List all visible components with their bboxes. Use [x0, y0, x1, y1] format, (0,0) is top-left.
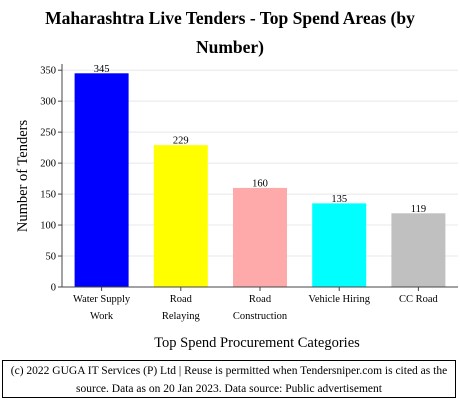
x-tick-label: CC Road	[399, 294, 439, 305]
x-tick-label: Relaying	[162, 311, 201, 322]
footer-notice: (c) 2022 GUGA IT Services (P) Ltd | Reus…	[2, 360, 456, 398]
chart-title-line-1: Maharashtra Live Tenders - Top Spend Are…	[45, 8, 415, 28]
bars	[74, 73, 446, 288]
bar-4	[312, 203, 367, 287]
bar-value-label: 229	[173, 136, 189, 147]
bar-value-label: 135	[331, 194, 347, 205]
x-tick-label: Road	[249, 294, 272, 305]
chart-title-line-2: Number)	[195, 37, 265, 57]
y-tick-label: 200	[40, 159, 56, 170]
y-axis-ticks: 0 50 100 150 200 250 300 350	[40, 66, 62, 294]
x-axis-label: Top Spend Procurement Categories	[154, 335, 360, 351]
x-tick-label: Vehicle Hiring	[308, 294, 370, 305]
bar-value-label: 119	[411, 204, 426, 215]
y-axis-label: Number of Tenders	[15, 120, 31, 233]
y-tick-label: 150	[40, 190, 56, 201]
chart-title: Maharashtra Live Tenders - Top Spend Are…	[0, 4, 460, 62]
x-tick-label: Road	[170, 294, 193, 305]
data-labels: 345 229 160 135 119	[94, 64, 426, 215]
bar-chart: 345 229 160 135 119 0 50 100 150 200 250 300 350 Wa…	[15, 64, 458, 351]
y-tick-label: 350	[40, 66, 56, 77]
x-tick-label: Work	[90, 311, 114, 322]
y-tick-label: 50	[46, 252, 57, 263]
y-tick-label: 100	[40, 221, 56, 232]
y-tick-label: 250	[40, 128, 56, 139]
bar-1	[74, 73, 129, 288]
footer-line-1: (c) 2022 GUGA IT Services (P) Ltd | Reus…	[10, 365, 448, 377]
x-tick-label: Water Supply	[73, 294, 131, 305]
footer-line-2: source. Data as on 20 Jan 2023. Data sou…	[76, 383, 382, 395]
x-axis-ticks: Water Supply Work Road Relaying Road Construc…	[73, 287, 439, 322]
x-tick-label: Construction	[233, 311, 288, 322]
bar-3	[233, 187, 287, 287]
bar-5	[391, 213, 446, 287]
bar-2	[153, 145, 208, 287]
y-tick-label: 300	[40, 97, 56, 108]
y-tick-label: 0	[51, 283, 56, 294]
bar-value-label: 160	[252, 178, 268, 189]
bar-value-label: 345	[94, 64, 110, 75]
